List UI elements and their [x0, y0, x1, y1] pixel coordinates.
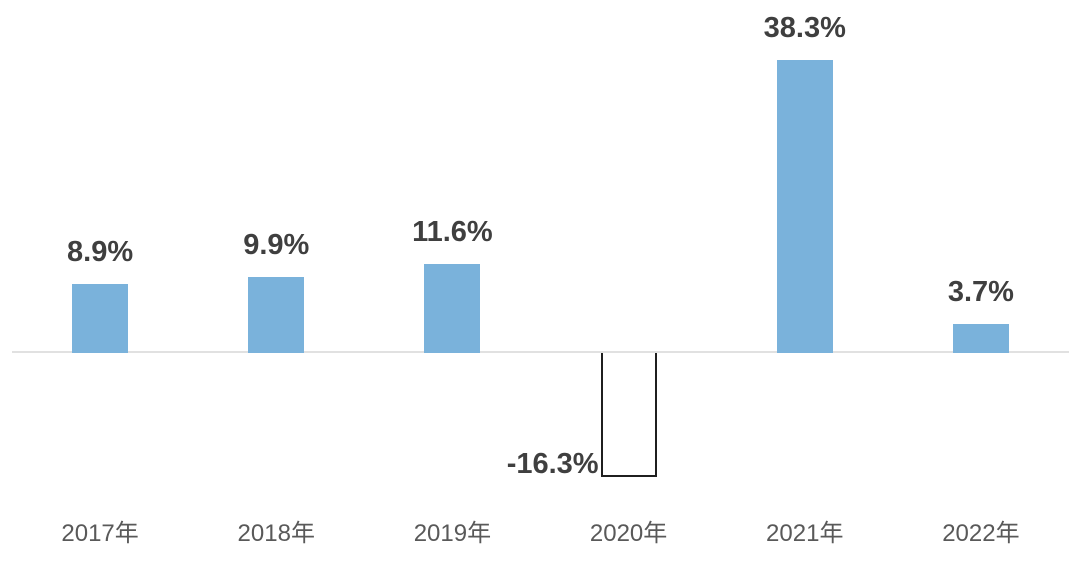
value-label: 38.3% — [763, 12, 846, 44]
x-axis-label: 2018年 — [237, 520, 315, 547]
x-axis-label: 2019年 — [413, 520, 492, 547]
bar — [600, 353, 657, 477]
value-label: 8.9% — [67, 236, 134, 268]
x-axis-line — [12, 351, 1069, 353]
value-label: -16.3% — [506, 448, 599, 480]
x-axis-label: 2022年 — [942, 520, 1020, 547]
value-label: 11.6% — [412, 216, 493, 248]
bar — [424, 264, 481, 353]
x-axis-label: 2021年 — [766, 520, 844, 547]
value-label: 9.9% — [243, 229, 310, 261]
bar — [952, 324, 1009, 353]
value-label: 3.7% — [947, 276, 1014, 308]
bar — [72, 284, 129, 353]
x-axis-label: 2020年 — [589, 520, 668, 547]
bar — [248, 277, 305, 353]
x-axis-label: 2017年 — [61, 520, 139, 547]
bar — [776, 60, 833, 353]
